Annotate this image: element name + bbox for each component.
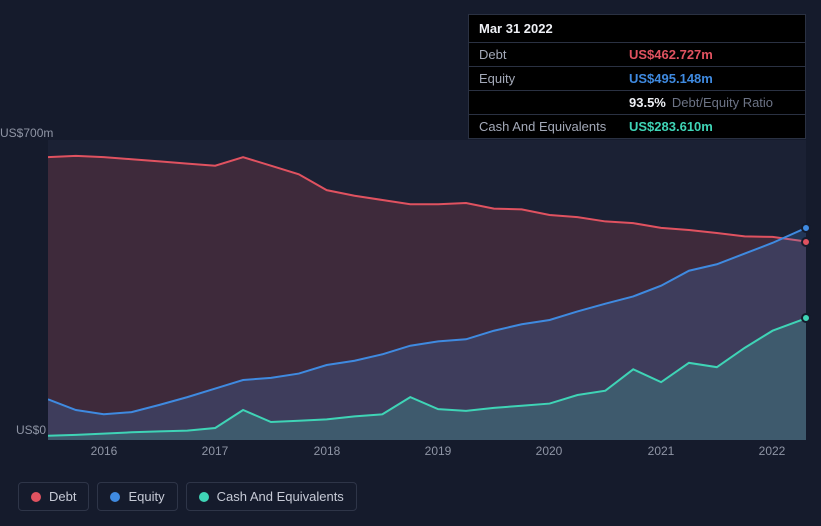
legend-label: Equity [128,489,164,504]
series-end-marker [801,313,811,323]
tooltip-row-value: US$283.610m [629,119,713,134]
x-axis-label: 2022 [759,444,786,458]
tooltip-row-value: 93.5%Debt/Equity Ratio [629,95,773,110]
y-axis-label: US$700m [0,126,46,140]
series-end-marker [801,237,811,247]
tooltip-row-label: Cash And Equivalents [479,119,629,134]
x-axis-label: 2017 [202,444,229,458]
legend-item[interactable]: Cash And Equivalents [186,482,357,511]
y-axis-label: US$0 [0,423,46,437]
tooltip-row-label: Equity [479,71,629,86]
tooltip-row: DebtUS$462.727m [469,43,805,67]
financial-area-chart: US$0 US$700m 2016 2017 2018 2019 2020 2021 2022… [0,0,821,526]
x-axis-label: 2021 [648,444,675,458]
tooltip-row: 93.5%Debt/Equity Ratio [469,91,805,115]
tooltip-row-value: US$495.148m [629,71,713,86]
tooltip-row-secondary: Debt/Equity Ratio [672,95,773,110]
legend-label: Debt [49,489,76,504]
chart-legend: Debt Equity Cash And Equivalents [18,482,357,511]
tooltip-row-label: Debt [479,47,629,62]
series-end-marker [801,223,811,233]
legend-item[interactable]: Equity [97,482,177,511]
tooltip-date: Mar 31 2022 [469,15,805,43]
tooltip-row: Cash And EquivalentsUS$283.610m [469,115,805,138]
legend-dot-icon [110,492,120,502]
x-axis-label: 2018 [314,444,341,458]
plot-area[interactable] [48,140,806,440]
legend-dot-icon [199,492,209,502]
tooltip-row: EquityUS$495.148m [469,67,805,91]
x-axis-label: 2019 [425,444,452,458]
legend-dot-icon [31,492,41,502]
x-axis-label: 2020 [536,444,563,458]
legend-item[interactable]: Debt [18,482,89,511]
tooltip-row-value: US$462.727m [629,47,713,62]
chart-tooltip: Mar 31 2022 DebtUS$462.727mEquityUS$495.… [468,14,806,139]
x-axis-label: 2016 [91,444,118,458]
tooltip-row-label [479,95,629,110]
legend-label: Cash And Equivalents [217,489,344,504]
